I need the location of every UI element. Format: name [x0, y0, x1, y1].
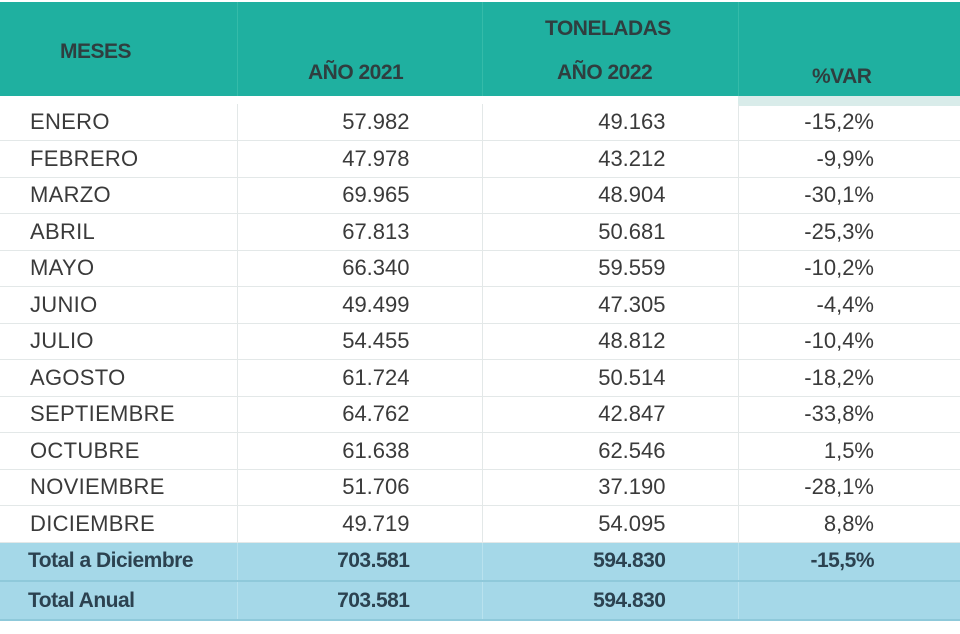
year-2022-cell: 50.514 [482, 359, 739, 397]
table-row: DICIEMBRE 49.719 54.095 8,8% [0, 505, 960, 543]
year-2021-cell: 61.638 [237, 432, 483, 470]
year-2022-cell: 43.212 [482, 140, 739, 178]
year-2022-cell: 48.904 [482, 177, 739, 214]
year-2022-cell: 42.847 [482, 396, 739, 433]
header-anio-2022: AÑO 2022 [557, 61, 653, 84]
month-cell: ENERO [0, 104, 238, 141]
month-cell: SEPTIEMBRE [0, 396, 238, 433]
table-row: ABRIL 67.813 50.681 -25,3% [0, 213, 960, 251]
table-row: JULIO 54.455 48.812 -10,4% [0, 323, 960, 360]
year-2022-cell: 54.095 [482, 505, 739, 543]
variation-cell: -15,5% [738, 542, 960, 582]
month-cell: AGOSTO [0, 359, 238, 397]
total-row: Total a Diciembre 703.581 594.830 -15,5% [0, 542, 960, 582]
header-meses: MESES [60, 40, 132, 63]
header-anio-2021: AÑO 2021 [308, 61, 404, 84]
variation-cell: -30,1% [738, 177, 960, 214]
header-shadow [738, 96, 960, 106]
table-row: SEPTIEMBRE 64.762 42.847 -33,8% [0, 396, 960, 433]
year-2021-cell: 69.965 [237, 177, 483, 214]
variation-cell: -10,4% [738, 323, 960, 360]
header-divider [237, 2, 238, 96]
variation-cell: -28,1% [738, 469, 960, 506]
variation-cell: -15,2% [738, 104, 960, 141]
total-row: Total Anual 703.581 594.830 [0, 581, 960, 621]
header-toneladas: TONELADAS [545, 17, 671, 40]
year-2022-cell: 594.830 [482, 581, 739, 621]
year-2021-cell: 703.581 [237, 581, 483, 621]
header-divider [482, 2, 483, 96]
year-2022-cell: 62.546 [482, 432, 739, 470]
year-2022-cell: 594.830 [482, 542, 739, 582]
variation-cell: -33,8% [738, 396, 960, 433]
table-row: OCTUBRE 61.638 62.546 1,5% [0, 432, 960, 470]
table-row: MARZO 69.965 48.904 -30,1% [0, 177, 960, 214]
month-cell: NOVIEMBRE [0, 469, 238, 506]
variation-cell: -25,3% [738, 213, 960, 251]
month-cell: Total a Diciembre [0, 542, 238, 582]
variation-cell: -10,2% [738, 250, 960, 287]
table-row: MAYO 66.340 59.559 -10,2% [0, 250, 960, 287]
variation-cell: -4,4% [738, 286, 960, 324]
month-cell: DICIEMBRE [0, 505, 238, 543]
month-cell: OCTUBRE [0, 432, 238, 470]
month-cell: MAYO [0, 250, 238, 287]
year-2021-cell: 49.499 [237, 286, 483, 324]
variation-cell: -9,9% [738, 140, 960, 178]
year-2022-cell: 37.190 [482, 469, 739, 506]
year-2022-cell: 50.681 [482, 213, 739, 251]
month-cell: Total Anual [0, 581, 238, 621]
month-cell: JUNIO [0, 286, 238, 324]
year-2021-cell: 47.978 [237, 140, 483, 178]
variation-cell: 1,5% [738, 432, 960, 470]
variation-cell [738, 581, 960, 621]
year-2021-cell: 64.762 [237, 396, 483, 433]
header-divider [738, 2, 739, 96]
month-cell: JULIO [0, 323, 238, 360]
table-row: NOVIEMBRE 51.706 37.190 -28,1% [0, 469, 960, 506]
year-2021-cell: 49.719 [237, 505, 483, 543]
table-row: ENERO 57.982 49.163 -15,2% [0, 104, 960, 141]
year-2021-cell: 57.982 [237, 104, 483, 141]
year-2021-cell: 703.581 [237, 542, 483, 582]
year-2022-cell: 59.559 [482, 250, 739, 287]
year-2021-cell: 51.706 [237, 469, 483, 506]
year-2021-cell: 54.455 [237, 323, 483, 360]
variation-cell: -18,2% [738, 359, 960, 397]
data-table: ENERO 57.982 49.163 -15,2% FEBRERO 47.978 43.2… [0, 104, 960, 621]
year-2022-cell: 49.163 [482, 104, 739, 141]
year-2022-cell: 48.812 [482, 323, 739, 360]
month-cell: ABRIL [0, 213, 238, 251]
variation-cell: 8,8% [738, 505, 960, 543]
table-row: FEBRERO 47.978 43.212 -9,9% [0, 140, 960, 178]
table-row: JUNIO 49.499 47.305 -4,4% [0, 286, 960, 324]
month-cell: MARZO [0, 177, 238, 214]
table-row: AGOSTO 61.724 50.514 -18,2% [0, 359, 960, 397]
year-2021-cell: 66.340 [237, 250, 483, 287]
year-2021-cell: 61.724 [237, 359, 483, 397]
year-2022-cell: 47.305 [482, 286, 739, 324]
month-cell: FEBRERO [0, 140, 238, 178]
year-2021-cell: 67.813 [237, 213, 483, 251]
table-header [0, 2, 960, 96]
header-var: %VAR [812, 65, 872, 88]
